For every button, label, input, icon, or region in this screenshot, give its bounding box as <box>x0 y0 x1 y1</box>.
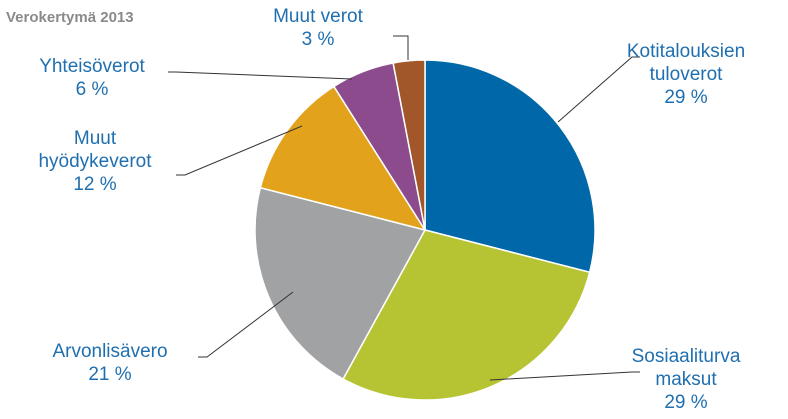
leader-line <box>198 291 294 358</box>
label-line: Sosiaaliturva <box>632 346 741 367</box>
value-label: 21 % <box>88 364 131 385</box>
value-label: 3 % <box>302 29 335 50</box>
leader-line <box>557 56 640 123</box>
leader-line <box>489 371 640 381</box>
label-line: Muut <box>74 128 117 149</box>
slice-label: Yhteisöverot <box>39 56 145 77</box>
slice-label: Muut verot <box>273 6 363 27</box>
pie-slice <box>392 59 426 231</box>
label-line: maksut <box>655 369 717 390</box>
label-line: hyödykeverot <box>38 151 152 172</box>
value-label: 12 % <box>73 174 116 195</box>
label-line: Kotitalouksien <box>627 41 745 62</box>
chart-title: Verokertymä 2013 <box>6 9 134 26</box>
label-line: tuloverot <box>650 64 724 85</box>
label-line: Muut verot <box>273 6 363 27</box>
value-label: 29 % <box>664 87 707 108</box>
leader-line <box>176 125 303 176</box>
leader-line <box>168 71 353 80</box>
slice-label: Muut hyödykeverot <box>38 128 152 172</box>
label-line: Arvonlisävero <box>52 341 167 362</box>
value-label: 29 % <box>664 392 707 413</box>
value-label: 6 % <box>76 79 109 100</box>
slice-label: Sosiaaliturva maksut <box>632 346 741 390</box>
pie-slice <box>254 186 427 380</box>
pie-slice <box>342 229 591 401</box>
slice-label: Kotitalouksien tuloverot <box>627 41 745 85</box>
leader-line <box>393 35 409 60</box>
pie-slice <box>424 59 596 274</box>
label-line: Yhteisöverot <box>39 56 145 77</box>
slice-label: Arvonlisävero <box>52 341 167 362</box>
pie-slice <box>259 85 427 232</box>
